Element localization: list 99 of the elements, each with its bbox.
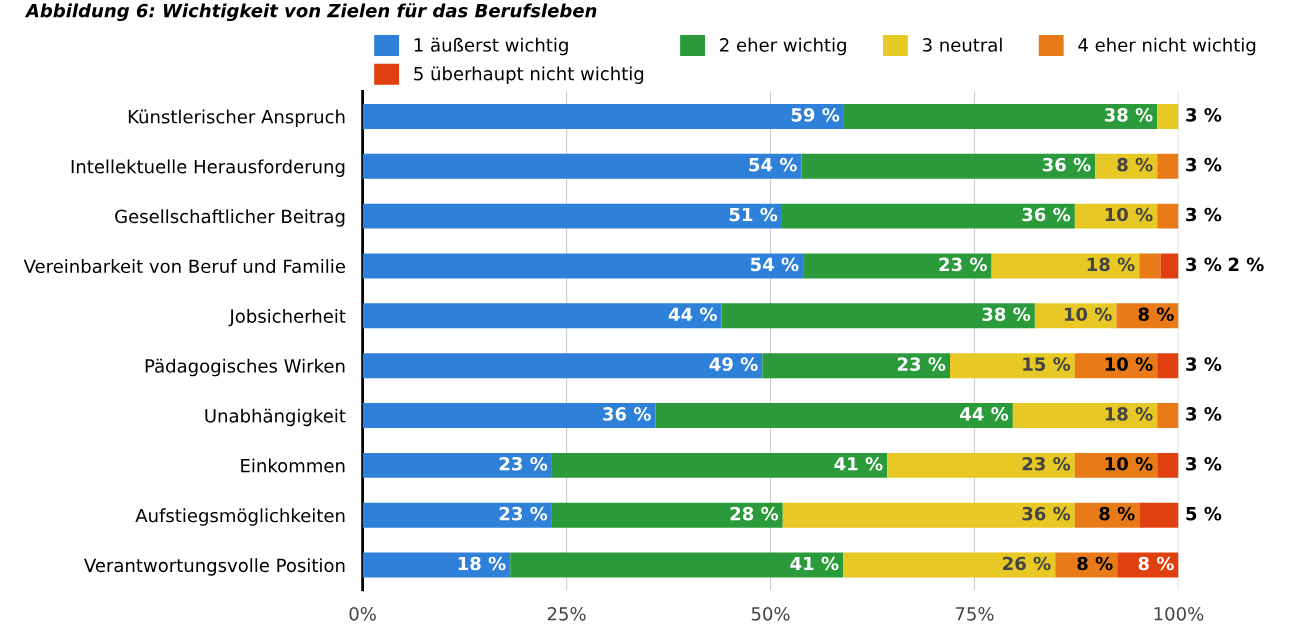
y-tick-label: Verantwortungsvolle Position xyxy=(84,558,345,576)
bar xyxy=(887,452,1075,478)
bar xyxy=(510,552,844,578)
bar xyxy=(762,353,951,379)
legend-label: 2 eher wichtig xyxy=(720,37,846,56)
data-label: 10 % xyxy=(1105,207,1153,222)
y-tick-label: Gesellschaftlicher Beitrag xyxy=(115,209,345,227)
y-tick-label: Aufstiegsmöglichkeiten xyxy=(135,508,345,526)
data-label: 36 % xyxy=(1042,157,1091,172)
bar xyxy=(362,502,552,528)
bar xyxy=(362,452,552,478)
data-label: 23 % xyxy=(939,257,987,272)
data-label: 18 % xyxy=(1087,257,1135,272)
bar xyxy=(1139,253,1161,279)
data-label: 54 % xyxy=(750,257,799,272)
y-tick-label: Intellektuelle Herausforderung xyxy=(71,159,345,177)
data-label: 23 % xyxy=(1022,456,1071,471)
data-label: 10 % xyxy=(1064,307,1112,322)
data-label: 44 % xyxy=(668,307,717,322)
x-tick-label: 100% xyxy=(1154,606,1204,621)
bar xyxy=(551,502,783,528)
data-label: 3 % xyxy=(1186,157,1222,172)
y-tick-label: Einkommen xyxy=(241,458,345,473)
data-label: 15 % xyxy=(1023,357,1071,371)
data-label: 36 % xyxy=(603,407,651,421)
data-label: 41 % xyxy=(790,556,839,571)
bar xyxy=(362,103,844,129)
bar xyxy=(803,253,992,279)
legend-label: 4 eher nicht wichtig xyxy=(1078,37,1256,56)
data-label: 3 % xyxy=(1186,357,1222,371)
data-label: 8 % xyxy=(1077,556,1113,571)
data-label: 8 % xyxy=(1117,157,1153,172)
x-tick-label: 25% xyxy=(547,606,586,621)
data-label: 3 % xyxy=(1186,257,1222,272)
data-label: 38 % xyxy=(982,307,1031,322)
bar xyxy=(782,502,1075,528)
data-label: 2 % xyxy=(1228,257,1264,272)
bar xyxy=(1157,403,1179,428)
legend-label: 3 neutral xyxy=(922,37,1002,52)
data-label: 3 % xyxy=(1186,456,1222,471)
bar xyxy=(1157,153,1179,179)
bar xyxy=(362,303,722,329)
data-label: 44 % xyxy=(960,407,1009,421)
bar xyxy=(1139,502,1179,528)
data-label: 38 % xyxy=(1104,108,1153,122)
data-label: 26 % xyxy=(1003,556,1051,571)
bar xyxy=(362,203,782,229)
bar xyxy=(721,303,1035,329)
bar xyxy=(843,103,1158,129)
data-label: 8 % xyxy=(1138,556,1174,571)
chart-title: Abbildung 6: Wichtigkeit von Zielen für das Berufsleben xyxy=(24,3,597,22)
bar xyxy=(781,203,1075,229)
bar xyxy=(362,403,656,428)
bar xyxy=(362,153,802,179)
bar xyxy=(551,452,888,478)
bar xyxy=(1157,103,1179,129)
bar xyxy=(843,552,1056,578)
data-label: 36 % xyxy=(1022,506,1071,521)
x-tick-label: 0% xyxy=(349,606,376,621)
bar xyxy=(655,403,1013,428)
bar xyxy=(1157,353,1179,379)
x-tick-label: 50% xyxy=(751,606,790,621)
legend-label: 1 äußerst wichtig xyxy=(414,37,568,56)
bar xyxy=(362,353,763,379)
legend-label: 5 überhaupt nicht wichtig xyxy=(414,66,644,84)
bar xyxy=(1160,253,1179,279)
y-tick-label: Jobsicherheit xyxy=(228,308,346,327)
data-label: 3 % xyxy=(1186,407,1222,421)
bar xyxy=(1012,403,1158,428)
bar xyxy=(362,253,804,279)
data-label: 59 % xyxy=(791,108,840,122)
bar xyxy=(1157,452,1179,478)
data-label: 51 % xyxy=(729,207,778,222)
data-label: 28 % xyxy=(730,506,779,521)
y-tick-label: Künstlerischer Anspruch xyxy=(128,109,345,128)
data-label: 3 % xyxy=(1186,207,1222,222)
data-label: 54 % xyxy=(749,157,797,172)
bar xyxy=(1157,203,1179,229)
data-label: 41 % xyxy=(834,456,883,471)
y-tick-label: Unabhängigkeit xyxy=(205,408,346,427)
bar xyxy=(801,153,1096,179)
y-tick-label: Pädagogisches Wirken xyxy=(145,358,345,377)
data-label: 23 % xyxy=(499,456,548,471)
data-label: 10 % xyxy=(1105,456,1153,471)
y-tick-label: Vereinbarkeit von Beruf und Familie xyxy=(23,259,345,274)
data-label: 36 % xyxy=(1022,207,1071,222)
data-label: 5 % xyxy=(1186,506,1222,521)
data-label: 18 % xyxy=(1105,407,1153,421)
bar xyxy=(950,353,1075,379)
data-label: 23 % xyxy=(499,506,548,521)
x-tick-label: 75% xyxy=(955,606,994,621)
data-label: 23 % xyxy=(897,357,946,371)
data-label: 3 % xyxy=(1186,108,1222,122)
data-label: 8 % xyxy=(1099,506,1135,521)
data-label: 8 % xyxy=(1138,307,1174,322)
data-label: 18 % xyxy=(458,556,506,571)
data-label: 49 % xyxy=(709,357,758,371)
bar xyxy=(362,552,511,578)
data-label: 10 % xyxy=(1105,357,1153,371)
